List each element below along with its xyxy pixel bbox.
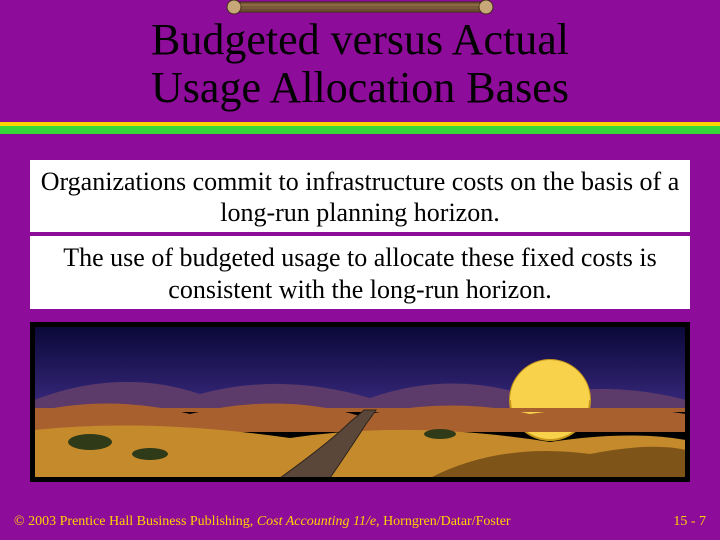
top-ornament xyxy=(220,0,500,16)
body-content: Organizations commit to infrastructure c… xyxy=(30,160,690,313)
footer-left: © 2003 Prentice Hall Business Publishing… xyxy=(14,514,511,530)
footer-copyright: © 2003 Prentice Hall Business Publishing… xyxy=(14,514,257,529)
title-line-1: Budgeted versus Actual xyxy=(0,16,720,64)
landscape-illustration xyxy=(30,322,690,482)
slide-title: Budgeted versus Actual Usage Allocation … xyxy=(0,16,720,111)
ornament-svg xyxy=(220,0,500,16)
landscape-svg xyxy=(30,322,690,482)
paragraph-2: The use of budgeted usage to allocate th… xyxy=(30,236,690,308)
footer-page: 15 - 7 xyxy=(673,514,706,530)
divider xyxy=(0,122,720,134)
footer-book-title: Cost Accounting 11/e, xyxy=(257,514,380,529)
title-line-2: Usage Allocation Bases xyxy=(0,64,720,112)
footer-authors: Horngren/Datar/Foster xyxy=(380,514,511,529)
divider-green xyxy=(0,126,720,134)
footer: © 2003 Prentice Hall Business Publishing… xyxy=(0,514,720,530)
paragraph-1: Organizations commit to infrastructure c… xyxy=(30,160,690,232)
